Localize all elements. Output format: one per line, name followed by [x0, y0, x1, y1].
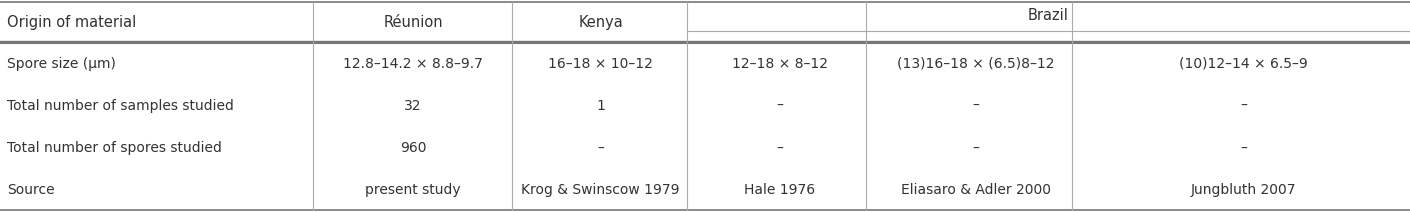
Text: Réunion: Réunion — [384, 15, 443, 30]
Text: Eliasaro & Adler 2000: Eliasaro & Adler 2000 — [901, 183, 1050, 197]
Text: Source: Source — [7, 183, 55, 197]
Text: Total number of spores studied: Total number of spores studied — [7, 141, 221, 155]
Text: 12.8–14.2 × 8.8–9.7: 12.8–14.2 × 8.8–9.7 — [343, 57, 484, 71]
Text: Origin of material: Origin of material — [7, 15, 137, 30]
Text: (13)16–18 × (6.5)8–12: (13)16–18 × (6.5)8–12 — [897, 57, 1055, 71]
Text: Jungbluth 2007: Jungbluth 2007 — [1191, 183, 1296, 197]
Text: –: – — [1241, 99, 1246, 113]
Text: 1: 1 — [596, 99, 605, 113]
Text: 12–18 × 8–12: 12–18 × 8–12 — [732, 57, 828, 71]
Text: Kenya: Kenya — [578, 15, 623, 30]
Text: –: – — [777, 141, 783, 155]
Text: –: – — [1241, 141, 1246, 155]
Text: (10)12–14 × 6.5–9: (10)12–14 × 6.5–9 — [1179, 57, 1308, 71]
Text: Total number of samples studied: Total number of samples studied — [7, 99, 234, 113]
Text: 32: 32 — [405, 99, 422, 113]
Text: –: – — [777, 99, 783, 113]
Text: Brazil: Brazil — [1028, 8, 1069, 23]
Text: –: – — [973, 99, 979, 113]
Text: present study: present study — [365, 183, 461, 197]
Text: Spore size (μm): Spore size (μm) — [7, 57, 116, 71]
Text: 960: 960 — [400, 141, 426, 155]
Text: –: – — [973, 141, 979, 155]
Text: Hale 1976: Hale 1976 — [744, 183, 815, 197]
Text: –: – — [598, 141, 603, 155]
Text: 16–18 × 10–12: 16–18 × 10–12 — [548, 57, 653, 71]
Text: Krog & Swinscow 1979: Krog & Swinscow 1979 — [522, 183, 680, 197]
